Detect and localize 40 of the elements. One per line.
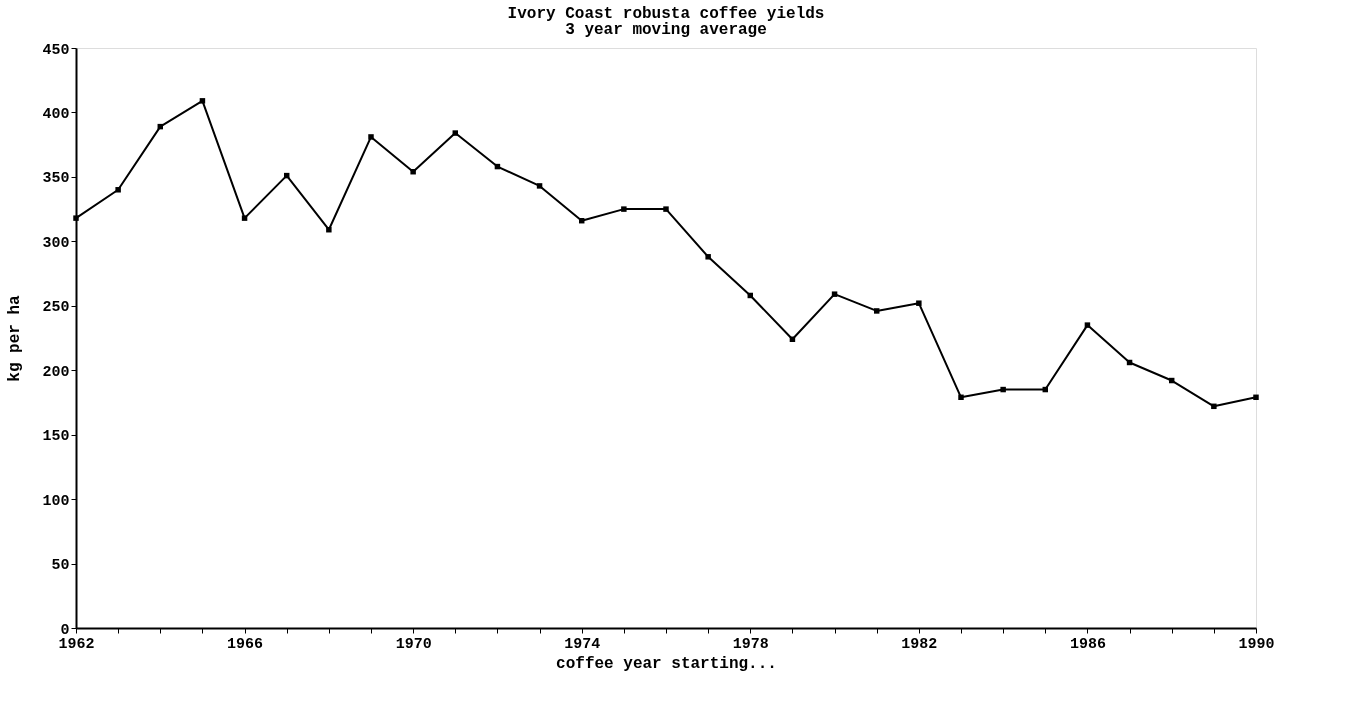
point: [663, 206, 669, 212]
point: [958, 394, 964, 401]
x-tick-label: 1978: [732, 635, 769, 653]
point: [621, 206, 627, 212]
point: [326, 226, 332, 233]
point: [199, 98, 206, 104]
y-tick-label: 100: [42, 492, 70, 510]
point: [1211, 403, 1217, 410]
point: [452, 130, 459, 136]
y-tick-label: 150: [42, 428, 70, 446]
point: [873, 308, 880, 314]
y-tick-label: 250: [42, 299, 70, 317]
y-tick-label: 200: [42, 363, 70, 381]
x-tick-label: 1986: [1069, 635, 1106, 653]
point: [831, 291, 838, 297]
point: [73, 215, 79, 221]
y-tick-label: 300: [42, 234, 70, 252]
point: [705, 254, 711, 260]
chart-subtitle: 3 year moving average: [565, 21, 767, 39]
x-axis-title: coffee year starting...: [556, 654, 777, 673]
y-tick-label: 450: [42, 41, 70, 59]
x-tick-label: 1990: [1238, 635, 1275, 653]
point: [916, 300, 922, 306]
point: [536, 183, 543, 189]
x-tick-label: 1974: [564, 635, 601, 653]
y-tick-label: 400: [42, 105, 70, 123]
point: [1084, 322, 1091, 328]
y-tick-label: 350: [42, 170, 70, 188]
point: [1000, 386, 1006, 393]
point: [115, 187, 121, 193]
point: [241, 215, 248, 221]
y-tick-label: 50: [51, 557, 70, 575]
x-tick-label: 1966: [227, 635, 264, 653]
y-axis-title: kg per ha: [6, 294, 25, 382]
chart-title: Ivory Coast robusta coffee yields: [507, 5, 825, 23]
x-tick-label: 1982: [901, 635, 938, 653]
point: [1253, 394, 1259, 401]
point: [368, 134, 374, 140]
point: [410, 168, 416, 175]
x-tick-label: 1970: [395, 635, 432, 653]
